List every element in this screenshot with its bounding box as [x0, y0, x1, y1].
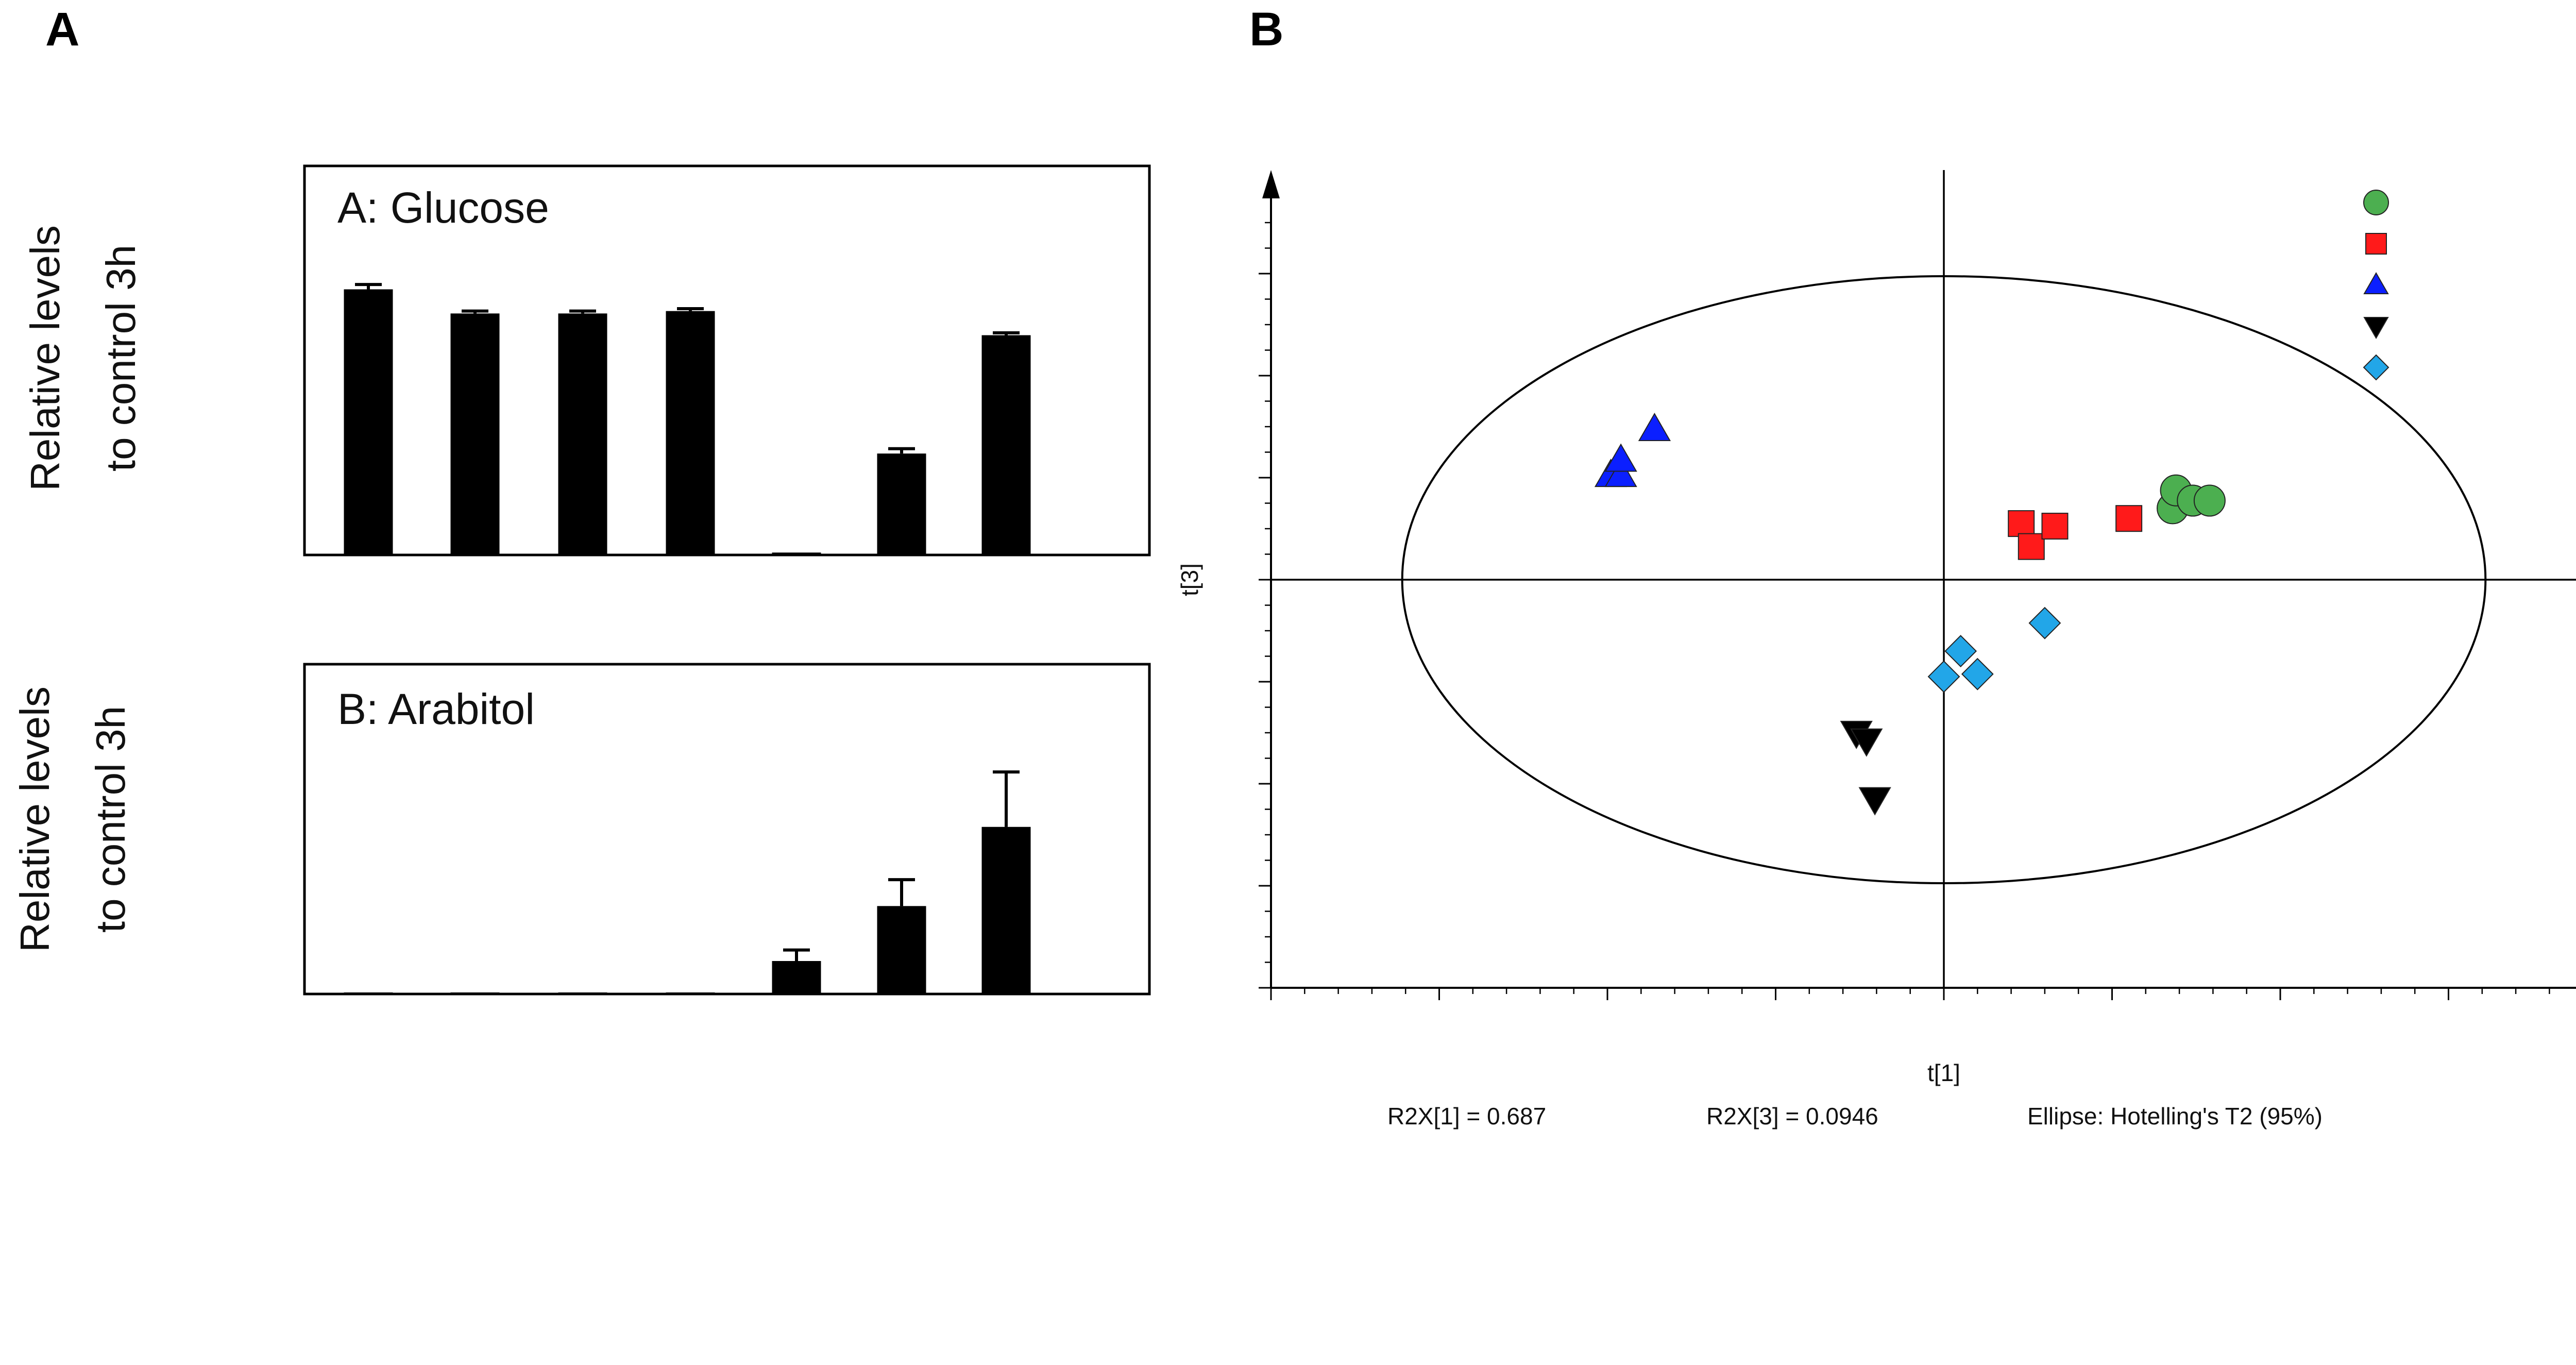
arabitol-title: B: Arabitol [337, 685, 535, 733]
arabitol-ylabel-line1: Relative levels [12, 686, 58, 952]
control-3-h-point [2008, 510, 2035, 537]
panel-label-a: A [45, 3, 79, 56]
legend-marker-control-3-h [2365, 233, 2387, 255]
ellipse-stat: Ellipse: Hotelling's T2 (95%) [2027, 1103, 2323, 1130]
legend-marker-fluconazole-24-h [2363, 354, 2389, 381]
arabitol-bar [877, 906, 926, 994]
glucose-title: A: Glucose [337, 183, 549, 232]
arabitol-frame [303, 663, 1151, 996]
glucose-ylabel-line2: to control 3h [98, 245, 144, 471]
arabitol-bar-chart: Relative levels to control 3h B: Arabito… [12, 663, 1151, 996]
glucose-bar-chart: Relative levels to control 3h A: Glucose [22, 164, 1151, 557]
control-3-h-point [2041, 513, 2069, 540]
legend-marker-control-24-h [2363, 272, 2389, 294]
hotelling-ellipse [1401, 275, 2487, 885]
r2x3-stat: R2X[3] = 0.0946 [1706, 1103, 1878, 1130]
glucose-bar [558, 313, 607, 555]
pca-score-plot: t[1] t[3] R2X[1] = 0.687 R2X[3] = 0.0946… [1176, 170, 2576, 1130]
control-24-h-point [1604, 459, 1637, 487]
glucose-bar [344, 289, 393, 555]
r2x1-stat: R2X[1] = 0.687 [1387, 1103, 1546, 1130]
glucose-bar [450, 313, 500, 555]
glucose-bar [981, 335, 1031, 555]
control-24-h-point [1604, 443, 1637, 472]
glucose-frame [303, 164, 1151, 557]
glucose-bar [877, 453, 926, 555]
tempol-24-h-point [1850, 728, 1883, 757]
legend-marker-medium [2363, 190, 2389, 215]
fluconazole-24-h-point [1927, 660, 1960, 693]
fluconazole-24-h-point [2028, 606, 2061, 639]
panel-label-b: B [1249, 3, 1283, 56]
tempol-24-h-point [1858, 787, 1891, 816]
medium-point [2193, 484, 2226, 517]
glucose-ylabel-line1: Relative levels [22, 225, 68, 491]
glucose-bar [666, 311, 715, 555]
legend-marker-tempol-24-h [2363, 317, 2389, 340]
control-3-h-point [2115, 505, 2143, 532]
arabitol-bar [772, 961, 821, 994]
fluconazole-24-h-point [1961, 658, 1994, 690]
fluconazole-24-h-point [1944, 635, 1977, 668]
pca-y-axis-arrow [1262, 170, 1280, 198]
pca-xlabel: t[1] [1927, 1059, 1960, 1086]
arabitol-bar [981, 827, 1031, 994]
control-24-h-point [1638, 413, 1671, 442]
arabitol-ylabel-line2: to control 3h [88, 706, 133, 933]
pca-ylabel: t[3] [1176, 563, 1203, 596]
control-3-h-point [2018, 533, 2045, 560]
pca-legend [2363, 190, 2389, 381]
